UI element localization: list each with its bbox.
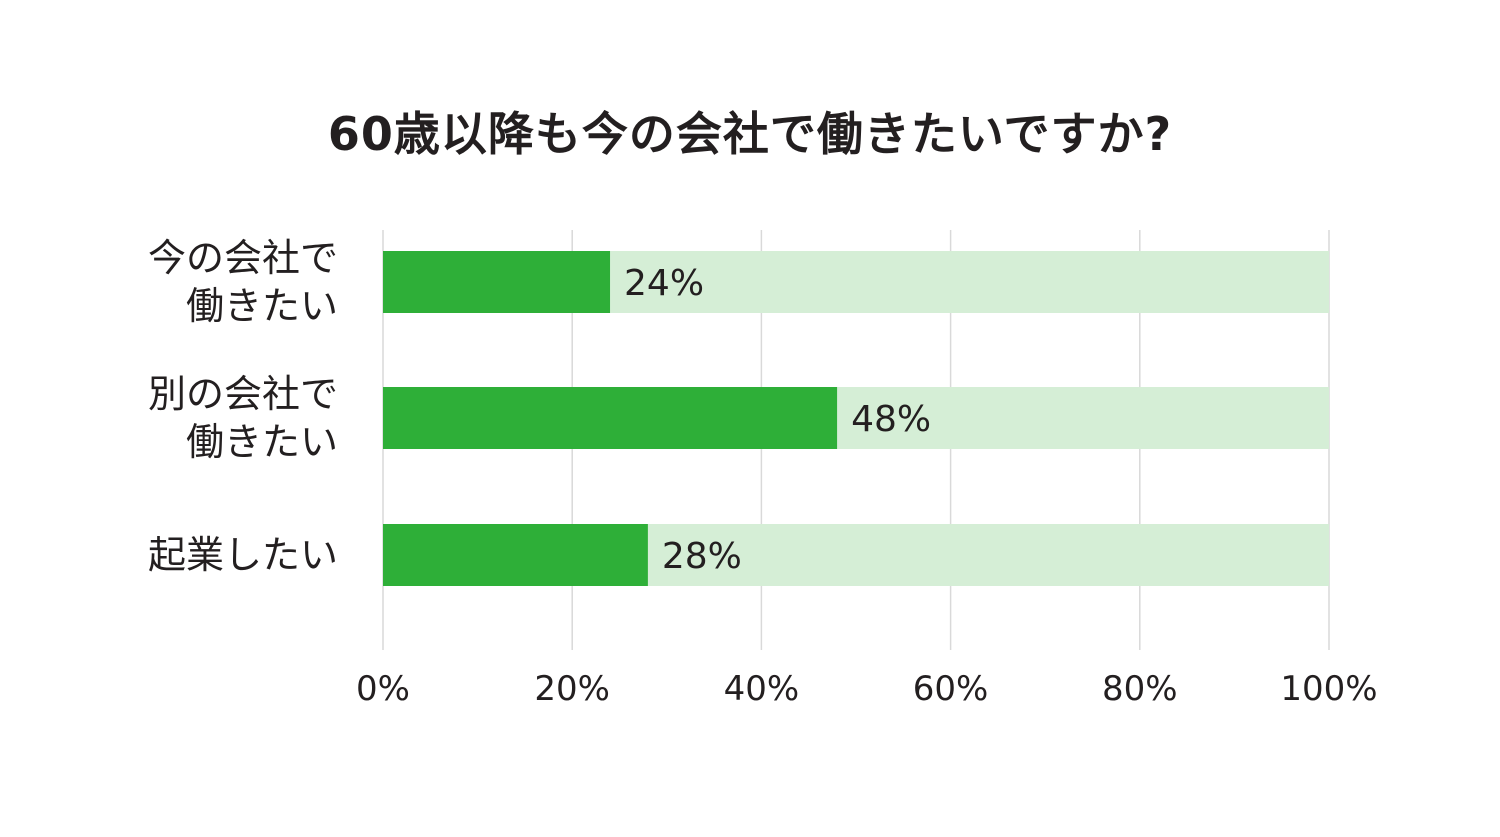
x-tick-label-80: 80% (1102, 669, 1178, 709)
bar-1 (383, 387, 838, 449)
category-label-0-0: 今の会社で (148, 236, 338, 280)
category-label-2-0: 起業したい (148, 533, 338, 577)
category-label-1-0: 別の会社で (148, 372, 338, 416)
x-tick-label-100: 100% (1280, 669, 1377, 709)
bar-0 (383, 251, 611, 313)
bars (383, 251, 1329, 586)
category-label-1-1: 働きたい (186, 420, 338, 464)
data-label-0: 24% (624, 263, 704, 304)
chart-title: 60歳以降も今の会社で働きたいですか? (328, 107, 1172, 161)
category-label-0-1: 働きたい (186, 284, 338, 328)
labels: 0% 20% 40% 60% 80% 100%24%今の会社で働きたい48%別の会社で働き… (148, 236, 1378, 709)
bar-2 (383, 524, 648, 586)
data-label-2: 28% (662, 536, 742, 577)
data-label-1: 48% (851, 399, 931, 440)
x-tick-label-60: 60% (913, 669, 989, 709)
x-tick-label-0: 0% (356, 669, 410, 709)
x-tick-label-40: 40% (724, 669, 800, 709)
x-tick-label-20: 20% (534, 669, 610, 709)
